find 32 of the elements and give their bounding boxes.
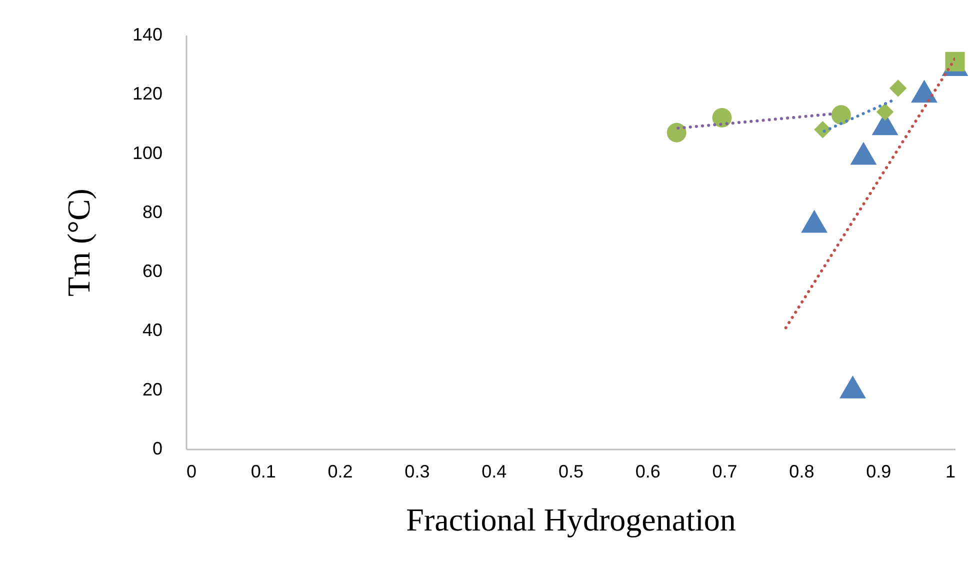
point xyxy=(945,52,965,72)
point xyxy=(911,80,938,103)
point xyxy=(839,375,866,398)
point xyxy=(666,122,686,142)
point xyxy=(801,210,828,233)
point xyxy=(814,120,832,138)
y-tick-label: 40 xyxy=(142,320,162,340)
x-tick-label: 0.3 xyxy=(404,462,430,482)
x-tick-label: 1 xyxy=(945,462,956,482)
y-tick-label: 80 xyxy=(142,202,162,222)
x-tick-label: 0.7 xyxy=(712,462,738,482)
y-tick-label: 20 xyxy=(142,379,162,400)
x-tick-label: 0.1 xyxy=(250,462,276,482)
y-tick-label: 140 xyxy=(132,24,162,44)
point xyxy=(876,103,894,121)
y-tick-label: 120 xyxy=(132,84,162,104)
y-tick-label: 100 xyxy=(132,142,162,163)
x-tick-label: 0.6 xyxy=(635,462,660,482)
point xyxy=(831,105,851,125)
x-tick-label: 0 xyxy=(186,462,197,482)
y-axis-title: Tm (°C) xyxy=(60,188,96,296)
point xyxy=(712,108,732,128)
x-tick-label: 0.9 xyxy=(866,462,892,482)
x-tick-label: 0.2 xyxy=(328,462,353,482)
point xyxy=(850,142,877,165)
x-axis-title: Fractional Hydrogenation xyxy=(406,502,736,538)
point xyxy=(889,80,907,97)
x-tick-label: 0.8 xyxy=(789,462,814,482)
x-tick-label: 0.4 xyxy=(482,462,507,482)
x-tick-label: 0.5 xyxy=(558,462,584,482)
y-tick-label: 0 xyxy=(152,438,162,458)
y-tick-label: 60 xyxy=(142,261,162,282)
